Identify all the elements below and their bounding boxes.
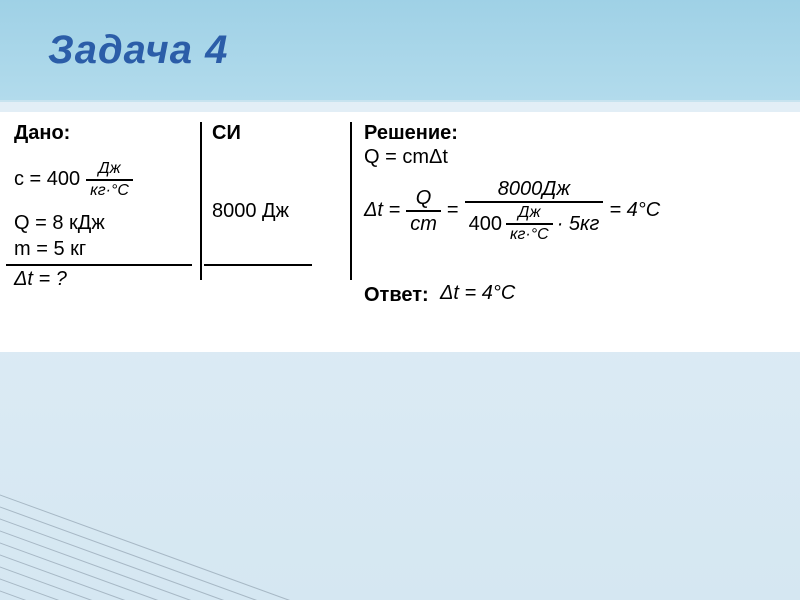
slide: Задача 4 Дано: c = 400 Дж кг·°C Q = 8 кД… <box>0 0 800 600</box>
slide-title: Задача 4 <box>48 28 228 73</box>
c-unit-num: Дж <box>94 160 124 178</box>
frac1-num: Q <box>412 187 436 209</box>
frac2-den-unit: Дж кг·°C <box>506 204 553 243</box>
given-c: c = 400 Дж кг·°C <box>14 160 133 199</box>
si-separator <box>204 264 312 266</box>
frac1-den: cm <box>406 213 441 235</box>
dt-result: = 4°C <box>609 199 660 222</box>
given-separator <box>6 264 192 266</box>
frac2-num: 8000Дж <box>494 178 574 200</box>
given-find: Δt = ? <box>14 268 67 291</box>
solution-label: Решение: <box>364 122 458 145</box>
frac2-den-right: · 5кг <box>557 213 600 235</box>
frac2-den-unit-den: кг·°C <box>506 226 553 244</box>
frac2-den: 400 Дж кг·°C · 5кг <box>465 204 604 243</box>
frac2-den-unit-num: Дж <box>514 204 544 222</box>
decorative-lines <box>0 400 380 600</box>
problem-panel: Дано: c = 400 Дж кг·°C Q = 8 кДж m = 5 к… <box>0 112 800 352</box>
given-label: Дано: <box>14 122 70 145</box>
divider-1 <box>200 122 202 280</box>
dt-formula: Δt = Q cm = 8000Дж 400 Дж кг·°C · 5кг <box>364 178 660 243</box>
c-prefix: c = 400 <box>14 168 80 191</box>
answer-label: Ответ: <box>364 284 429 307</box>
frac-q-over-cm: Q cm <box>406 187 441 235</box>
answer-value: Δt = 4°C <box>440 282 515 305</box>
q-formula: Q = cmΔt <box>364 146 448 169</box>
dt-lhs: Δt = <box>364 199 400 222</box>
divider-2 <box>350 122 352 280</box>
si-q: 8000 Дж <box>212 200 289 223</box>
given-q: Q = 8 кДж <box>14 212 105 235</box>
frac2-den-left: 400 <box>469 213 502 235</box>
c-unit-fraction: Дж кг·°C <box>86 160 133 199</box>
given-m: m = 5 кг <box>14 238 86 261</box>
si-label: СИ <box>212 122 241 145</box>
frac-numeric: 8000Дж 400 Дж кг·°C · 5кг <box>465 178 604 243</box>
eq1: = <box>447 199 459 222</box>
c-unit-den: кг·°C <box>86 182 133 200</box>
